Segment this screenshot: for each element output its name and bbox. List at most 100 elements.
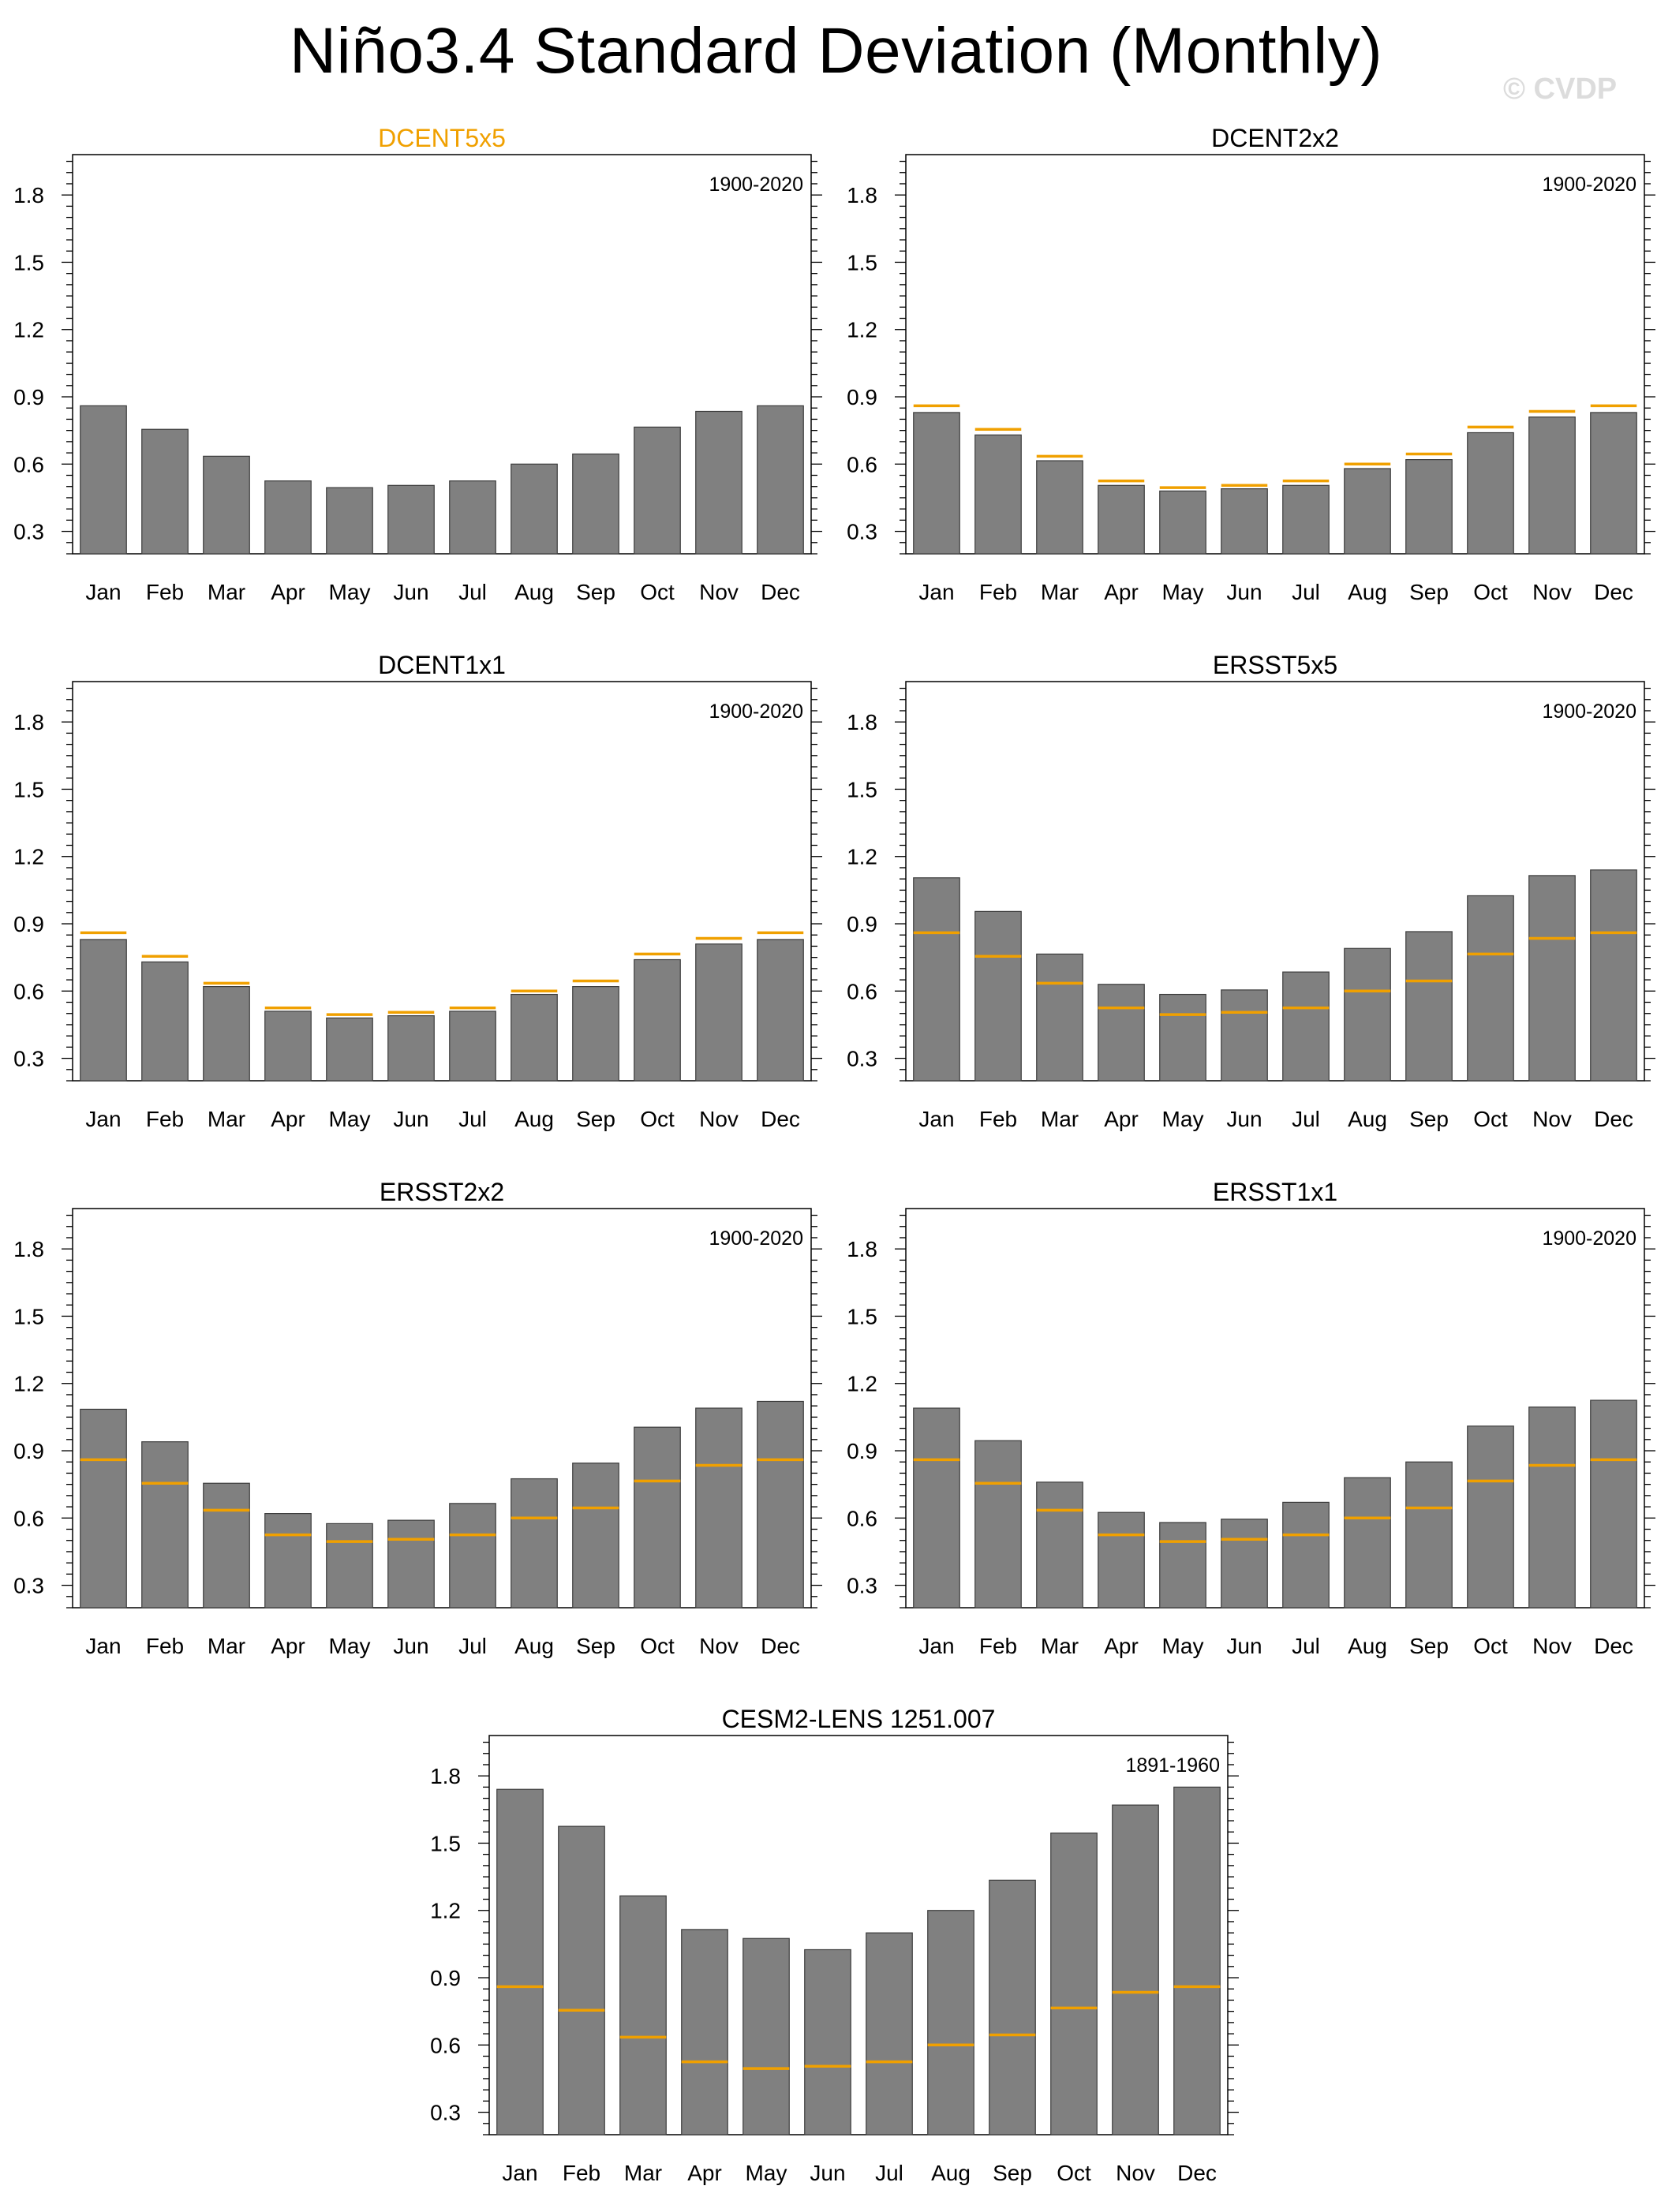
bar-mar — [203, 986, 250, 1082]
bar-jun — [387, 1519, 435, 1609]
x-tick-label: Jan — [85, 580, 121, 604]
x-tick-label: Apr — [271, 1107, 305, 1131]
x-tick-label: Apr — [271, 1634, 305, 1658]
panel-title: ERSST1x1 — [1213, 1178, 1337, 1206]
x-tick-label: Apr — [1104, 1107, 1139, 1131]
bar-sep — [572, 1463, 619, 1609]
bar-feb — [974, 434, 1022, 555]
y-tick-label: 0.3 — [430, 2101, 461, 2125]
x-tick-label: Oct — [640, 1107, 675, 1131]
x-tick-label: Nov — [699, 1107, 739, 1131]
x-tick-label: Aug — [514, 1107, 554, 1131]
bar-oct — [634, 426, 681, 555]
x-tick-label: Dec — [1594, 1107, 1633, 1131]
bar-jun — [804, 1949, 851, 2135]
period-label: 1900-2020 — [709, 701, 803, 723]
bar-nov — [1528, 875, 1576, 1082]
bar-jun — [1221, 989, 1268, 1082]
x-tick-label: Jun — [393, 580, 428, 604]
bar-dec — [1173, 1786, 1221, 2135]
x-tick-label: Jun — [1226, 580, 1262, 604]
x-tick-label: Jun — [393, 1107, 428, 1131]
bar-apr — [264, 1011, 312, 1082]
period-label: 1900-2020 — [1542, 701, 1636, 723]
x-tick-label: Mar — [1041, 580, 1079, 604]
y-tick-label: 0.9 — [13, 1439, 44, 1463]
x-tick-label: Jun — [1226, 1107, 1262, 1131]
bar-sep — [1405, 931, 1453, 1082]
y-tick-label: 0.6 — [847, 452, 877, 476]
x-tick-label: Jul — [875, 2161, 903, 2185]
y-tick-label: 0.6 — [13, 979, 44, 1003]
bar-dec — [1590, 1399, 1637, 1609]
x-tick-label: Feb — [979, 580, 1017, 604]
chart-panel: ERSST5x5 0.3 0.6 0.9 1.2 1.5 1.8 1900-2020 Jan Fe… — [847, 651, 1655, 1131]
bar-mar — [203, 455, 250, 555]
y-tick-label: 0.3 — [847, 1047, 877, 1071]
period-label: 1900-2020 — [709, 174, 803, 196]
x-tick-label: Apr — [687, 2161, 722, 2185]
bar-jan — [913, 877, 960, 1082]
x-tick-label: Sep — [576, 580, 615, 604]
panel-title: DCENT2x2 — [1211, 124, 1339, 152]
x-tick-label: Jul — [458, 1634, 487, 1658]
bar-mar — [1036, 460, 1083, 555]
bar-aug — [1344, 947, 1391, 1082]
bar-feb — [558, 1825, 605, 2135]
bar-nov — [1112, 1804, 1159, 2135]
bar-feb — [974, 910, 1022, 1082]
y-tick-label: 1.2 — [430, 1899, 461, 1923]
y-tick-label: 0.6 — [13, 452, 44, 476]
bar-mar — [619, 1895, 667, 2135]
x-tick-label: Dec — [761, 1107, 800, 1131]
bar-jun — [1221, 1519, 1268, 1609]
x-tick-label: Jan — [502, 2161, 537, 2185]
bar-jun — [1221, 488, 1268, 555]
x-tick-label: Sep — [993, 2161, 1032, 2185]
y-tick-label: 0.6 — [847, 1506, 877, 1530]
panel-title: ERSST2x2 — [380, 1178, 504, 1206]
x-tick-label: May — [329, 1107, 371, 1131]
x-tick-label: Jul — [1292, 1634, 1320, 1658]
y-tick-label: 1.5 — [847, 250, 877, 275]
plot-frame — [72, 681, 812, 1082]
bar-may — [1159, 1522, 1206, 1609]
bar-sep — [1405, 1461, 1453, 1609]
x-tick-label: Sep — [1409, 1634, 1449, 1658]
bar-aug — [511, 1478, 558, 1609]
y-tick-label: 0.9 — [847, 912, 877, 936]
x-tick-label: Apr — [1104, 1634, 1139, 1658]
x-tick-label: Jun — [1226, 1634, 1262, 1658]
y-tick-label: 1.2 — [13, 1372, 44, 1396]
x-tick-label: Feb — [979, 1634, 1017, 1658]
bar-may — [326, 487, 373, 555]
bar-apr — [264, 1513, 312, 1609]
y-tick-label: 1.2 — [13, 845, 44, 869]
bar-nov — [695, 410, 742, 555]
bar-jul — [1282, 971, 1330, 1082]
bar-oct — [634, 1426, 681, 1609]
x-tick-label: Nov — [699, 580, 739, 604]
x-tick-label: Oct — [1057, 2161, 1091, 2185]
panel-title: CESM2-LENS 1251.007 — [722, 1705, 996, 1733]
bar-dec — [757, 1400, 804, 1609]
bar-sep — [572, 986, 619, 1082]
bar-jul — [1282, 1501, 1330, 1609]
bar-jan — [913, 412, 960, 555]
chart-panel: CESM2-LENS 1251.007 0.3 0.6 0.9 1.2 1.5 1.8 189… — [430, 1705, 1239, 2185]
y-tick-label: 1.5 — [847, 777, 877, 801]
x-tick-label: Mar — [208, 1634, 245, 1658]
bar-jan — [80, 1408, 127, 1609]
y-tick-label: 1.2 — [13, 318, 44, 342]
y-tick-label: 1.2 — [847, 318, 877, 342]
y-tick-label: 1.8 — [847, 183, 877, 207]
x-tick-label: Aug — [514, 580, 554, 604]
bar-oct — [1467, 1425, 1514, 1609]
x-tick-label: Jan — [918, 580, 954, 604]
x-tick-label: Jan — [85, 1107, 121, 1131]
bar-jan — [496, 1788, 544, 2135]
x-tick-label: Jun — [393, 1634, 428, 1658]
x-tick-label: May — [1162, 1107, 1204, 1131]
x-tick-label: Apr — [271, 580, 305, 604]
